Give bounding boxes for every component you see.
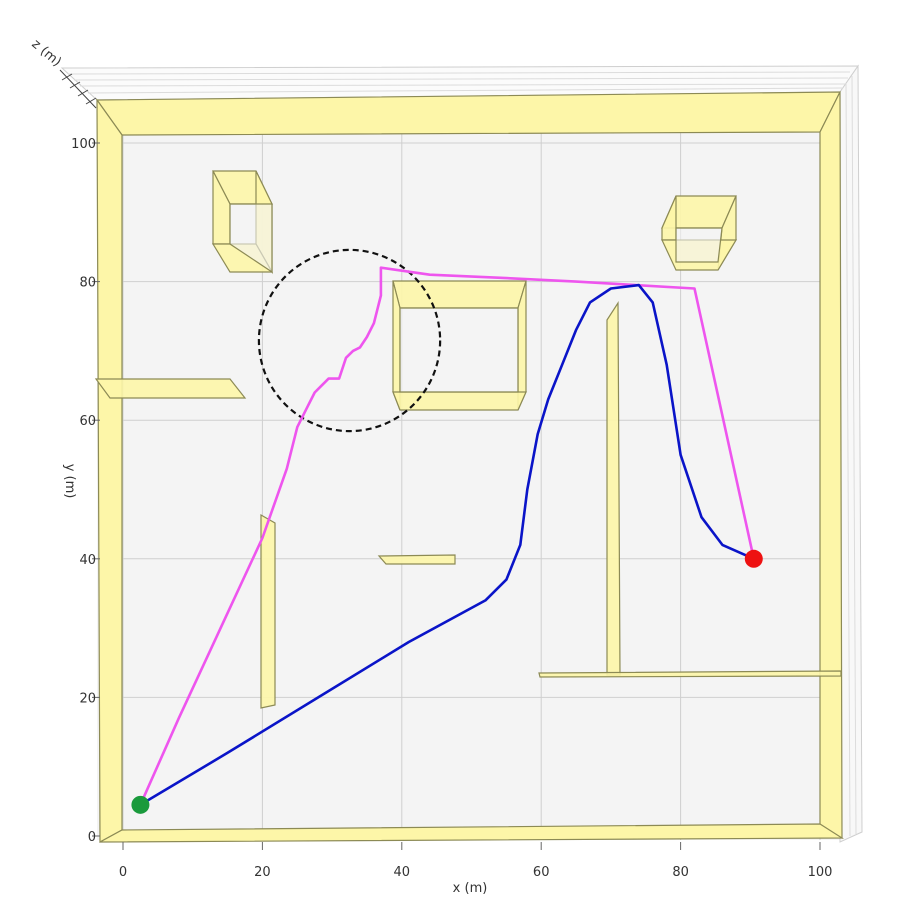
right-wall-lines [845, 75, 857, 837]
wall-left [96, 98, 123, 844]
z-axis-label: z (m) [28, 37, 64, 70]
boundary-walls [95, 91, 845, 844]
right-wall [839, 64, 863, 843]
obstacle-left-bar [94, 378, 247, 399]
x-tick-label: 80 [672, 865, 689, 880]
top-wall-lines [67, 71, 851, 94]
obstacle-box-top-left [211, 170, 274, 275]
obstacle-small-horizontal [377, 554, 456, 565]
y-tick-label: 0 [88, 830, 96, 845]
dashed-circle [257, 248, 442, 433]
z-axis-ticks [59, 69, 97, 109]
x-tick-label: 100 [808, 865, 833, 880]
obstacle-bottom-horizontal-line [538, 670, 842, 678]
obstacles [94, 170, 842, 709]
markers [131, 549, 763, 814]
x-tick-label: 0 [119, 865, 127, 880]
y-axis-label: y (m) [62, 464, 77, 499]
y-tick-label: 80 [79, 276, 96, 291]
y-tick-labels: 0 20 40 60 80 100 [71, 137, 100, 845]
frame-3d [60, 64, 863, 843]
start-marker [131, 795, 150, 814]
floor-background [97, 90, 840, 840]
obstacle-vertical-bar-left [260, 513, 276, 709]
x-tick-label: 60 [533, 865, 550, 880]
x-axis-label: x (m) [453, 881, 488, 896]
y-tick-label: 40 [79, 553, 96, 568]
y-tick-label: 20 [79, 691, 96, 706]
x-tick-label: 20 [254, 865, 271, 880]
obstacle-vertical-bar-right [606, 300, 621, 676]
x-tick-label: 40 [394, 865, 411, 880]
highlight-circle [257, 248, 442, 433]
obstacle-box-center [392, 280, 527, 411]
blue-path-line [139, 283, 756, 807]
obstacle-box-top-right [661, 195, 738, 271]
y-tick-label: 100 [71, 137, 96, 152]
paths [139, 266, 756, 807]
goal-marker [744, 549, 763, 568]
magenta-path-line [139, 266, 756, 807]
wall-top [95, 91, 841, 136]
wall-right [819, 91, 843, 839]
y-tick-label: 60 [79, 414, 96, 429]
wall-bottom [99, 823, 845, 843]
x-tick-labels: 0 20 40 60 80 100 [119, 842, 833, 880]
